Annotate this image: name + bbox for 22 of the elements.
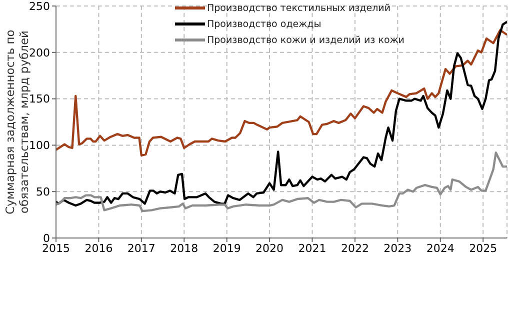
x-tick-label: 2017 <box>127 242 156 255</box>
y-tick-label: 200 <box>29 46 50 60</box>
y-tick-label: 100 <box>29 139 50 152</box>
x-tick-label: 2020 <box>256 242 284 255</box>
x-tick-label: 2021 <box>298 242 326 255</box>
legend-label: Производство текстильных изделий <box>207 2 391 14</box>
legend-label: Производство кожи и изделий из кожи <box>207 34 404 46</box>
x-tick-label: 2019 <box>212 242 241 255</box>
x-tick-label: 2025 <box>469 242 498 255</box>
x-tick-label: 2016 <box>84 242 113 255</box>
x-tick-label: 2022 <box>340 242 369 255</box>
y-tick-label: 50 <box>36 186 50 199</box>
y-tick-label: 250 <box>29 0 50 13</box>
line-series <box>56 152 507 212</box>
line-series <box>56 20 507 207</box>
line-series <box>56 29 507 157</box>
x-tick-label: 2024 <box>426 242 454 255</box>
x-tick-label: 2023 <box>384 242 412 255</box>
x-tick-label: 2018 <box>170 242 198 255</box>
legend-label: Производство одежды <box>207 18 322 30</box>
y-axis-title: Суммарная задолженность по обязательствам, млрд рублей <box>3 30 31 214</box>
y-tick-label: 150 <box>29 92 50 106</box>
